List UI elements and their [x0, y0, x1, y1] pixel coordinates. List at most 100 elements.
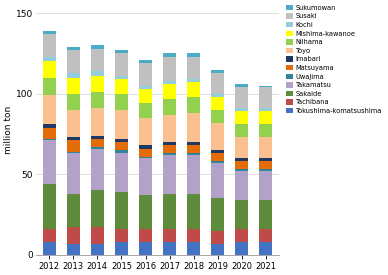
Bar	[235, 158, 248, 161]
Bar	[67, 194, 80, 227]
Bar	[259, 169, 272, 171]
Bar	[259, 242, 272, 255]
Bar	[163, 98, 176, 115]
Bar	[67, 153, 80, 194]
Bar	[187, 82, 200, 97]
Bar	[91, 71, 104, 76]
Bar	[187, 113, 200, 142]
Bar	[187, 242, 200, 255]
Bar	[115, 94, 128, 110]
Bar	[235, 229, 248, 242]
Bar	[259, 87, 272, 108]
Bar	[211, 244, 224, 255]
Bar	[211, 110, 224, 123]
Bar	[187, 142, 200, 145]
Bar	[187, 53, 200, 57]
Bar	[235, 169, 248, 171]
Bar	[67, 47, 80, 50]
Bar	[67, 73, 80, 78]
Bar	[139, 103, 152, 118]
Bar	[67, 152, 80, 153]
Bar	[43, 31, 56, 34]
Bar	[235, 161, 248, 169]
Bar	[67, 78, 80, 94]
Bar	[163, 57, 176, 81]
Bar	[139, 195, 152, 229]
Bar	[115, 139, 128, 142]
Bar	[115, 153, 128, 192]
Bar	[43, 139, 56, 141]
Bar	[187, 145, 200, 153]
Bar	[43, 229, 56, 242]
Bar	[43, 141, 56, 184]
Bar	[211, 150, 224, 153]
Bar	[91, 108, 104, 136]
Bar	[139, 156, 152, 158]
Bar	[259, 86, 272, 87]
Bar	[43, 95, 56, 124]
Bar	[211, 163, 224, 199]
Bar	[115, 76, 128, 79]
Bar	[91, 227, 104, 244]
Bar	[187, 79, 200, 82]
Bar	[67, 50, 80, 73]
Bar	[115, 229, 128, 242]
Bar	[67, 244, 80, 255]
Bar	[187, 194, 200, 229]
Bar	[139, 89, 152, 103]
Bar	[43, 78, 56, 95]
Bar	[139, 63, 152, 86]
Y-axis label: million ton: million ton	[4, 106, 13, 154]
Bar	[259, 229, 272, 242]
Bar	[91, 92, 104, 108]
Bar	[163, 84, 176, 98]
Bar	[115, 53, 128, 76]
Bar	[91, 148, 104, 190]
Bar	[139, 148, 152, 156]
Bar	[235, 124, 248, 137]
Bar	[163, 153, 176, 155]
Bar	[163, 142, 176, 145]
Bar	[235, 87, 248, 108]
Bar	[259, 124, 272, 137]
Legend: Sukumowan, Susaki, Kochi, Mishima-kawanoe, Niihama, Toyo, Imabari, Matsuyama, Uw: Sukumowan, Susaki, Kochi, Mishima-kawano…	[285, 3, 383, 115]
Bar	[211, 161, 224, 163]
Bar	[211, 94, 224, 97]
Bar	[163, 155, 176, 194]
Bar	[115, 142, 128, 150]
Bar	[91, 139, 104, 147]
Bar	[91, 244, 104, 255]
Bar	[139, 229, 152, 242]
Bar	[163, 229, 176, 242]
Bar	[259, 200, 272, 229]
Bar	[187, 229, 200, 242]
Bar	[259, 161, 272, 169]
Bar	[43, 128, 56, 139]
Bar	[91, 136, 104, 139]
Bar	[91, 190, 104, 227]
Bar	[187, 155, 200, 194]
Bar	[235, 108, 248, 111]
Bar	[211, 73, 224, 94]
Bar	[43, 57, 56, 62]
Bar	[163, 53, 176, 57]
Bar	[91, 76, 104, 92]
Bar	[43, 184, 56, 229]
Bar	[187, 153, 200, 155]
Bar	[139, 145, 152, 149]
Bar	[67, 94, 80, 110]
Bar	[67, 227, 80, 244]
Bar	[259, 108, 272, 111]
Bar	[139, 158, 152, 195]
Bar	[163, 145, 176, 153]
Bar	[115, 150, 128, 153]
Bar	[211, 153, 224, 161]
Bar	[259, 137, 272, 158]
Bar	[235, 84, 248, 87]
Bar	[259, 171, 272, 200]
Bar	[235, 242, 248, 255]
Bar	[115, 110, 128, 139]
Bar	[139, 118, 152, 145]
Bar	[259, 111, 272, 124]
Bar	[115, 242, 128, 255]
